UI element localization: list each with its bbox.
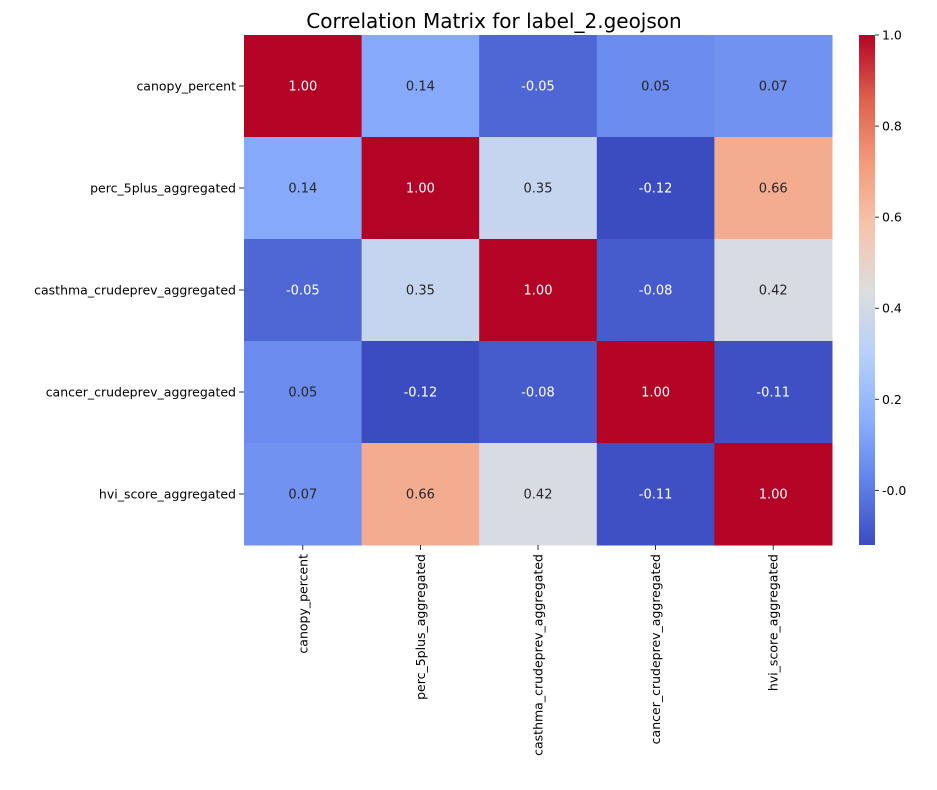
heatmap-cell <box>714 341 833 444</box>
cell-value-label: 0.05 <box>288 386 317 401</box>
cell-value-label: 0.14 <box>406 80 435 95</box>
heatmap-cell <box>479 137 598 240</box>
cell-value-label: 1.00 <box>641 386 670 401</box>
heatmap-cell <box>361 443 480 546</box>
x-axis-ticks: canopy_percent perc_5plus_aggregated casth… <box>295 545 781 756</box>
heatmap-cell <box>244 35 363 138</box>
colorbar-tick-label: 1.0 <box>882 28 902 43</box>
cell-value-label: 0.35 <box>524 182 553 197</box>
heatmap-cell <box>714 443 833 546</box>
heatmap-cell <box>361 341 480 444</box>
y-tick-label: cancer_crudeprev_aggregated <box>46 385 236 400</box>
y-tick-label: hvi_score_aggregated <box>99 487 236 502</box>
heatmap-cell <box>596 239 715 342</box>
heatmap-cell <box>714 35 833 138</box>
heatmap-cell <box>596 443 715 546</box>
heatmap-cell <box>596 137 715 240</box>
x-tick-label: cancer_crudeprev_aggregated <box>648 554 663 744</box>
cell-value-label: -0.11 <box>639 488 673 503</box>
heatmap-cell <box>361 137 480 240</box>
heatmap-cell <box>714 239 833 342</box>
heatmap-cell <box>596 341 715 444</box>
colorbar-tick-label: 0.4 <box>882 301 902 316</box>
heatmap-cell <box>479 341 598 444</box>
y-tick-label: perc_5plus_aggregated <box>90 181 236 196</box>
heatmap-cell <box>361 35 480 138</box>
heatmap-cell-labels: 1.00 0.14 -0.05 0.05 0.07 0.14 1.00 0.35 -0.12 0.… <box>286 80 790 503</box>
colorbar-ticks: -0.0 0.2 0.4 0.6 0.8 1.0 <box>875 28 906 498</box>
cell-value-label: -0.12 <box>639 182 673 197</box>
cell-value-label: -0.11 <box>756 386 790 401</box>
y-tick-label: canopy_percent <box>136 79 236 94</box>
colorbar-tick-label: 0.8 <box>882 119 902 134</box>
cell-value-label: -0.12 <box>404 386 438 401</box>
colorbar <box>859 35 875 545</box>
cell-value-label: -0.08 <box>639 284 673 299</box>
heatmap-cell <box>479 443 598 546</box>
colorbar-tick-label: 0.2 <box>882 392 902 407</box>
heatmap-cell <box>479 239 598 342</box>
x-tick-label: perc_5plus_aggregated <box>413 554 428 700</box>
cell-value-label: 0.66 <box>406 488 435 503</box>
cell-value-label: 0.35 <box>406 284 435 299</box>
colorbar-tick-label: 0.6 <box>882 210 902 225</box>
colorbar-tick-label: -0.0 <box>882 483 906 498</box>
cell-value-label: 1.00 <box>406 182 435 197</box>
cell-value-label: 1.00 <box>288 80 317 95</box>
x-tick-label: hvi_score_aggregated <box>766 554 781 691</box>
cell-value-label: 0.14 <box>288 182 317 197</box>
cell-value-label: 0.07 <box>759 80 788 95</box>
cell-value-label: -0.05 <box>521 80 555 95</box>
heatmap-cell <box>596 35 715 138</box>
chart-title: Correlation Matrix for label_2.geojson <box>306 9 681 33</box>
x-tick-label: canopy_percent <box>295 554 310 654</box>
heatmap-cell <box>244 137 363 240</box>
x-tick-label: casthma_crudeprev_aggregated <box>531 554 546 756</box>
cell-value-label: 0.42 <box>759 284 788 299</box>
cell-value-label: -0.08 <box>521 386 555 401</box>
cell-value-label: 1.00 <box>524 284 553 299</box>
heatmap-cell <box>244 239 363 342</box>
cell-value-label: 0.07 <box>288 488 317 503</box>
heatmap-cell <box>244 341 363 444</box>
heatmap-cell <box>714 137 833 240</box>
cell-value-label: 1.00 <box>759 488 788 503</box>
cell-value-label: 0.05 <box>641 80 670 95</box>
cell-value-label: 0.42 <box>524 488 553 503</box>
cell-value-label: 0.66 <box>759 182 788 197</box>
cell-value-label: -0.05 <box>286 284 320 299</box>
heatmap-cells <box>244 35 833 546</box>
y-tick-label: casthma_crudeprev_aggregated <box>34 283 236 298</box>
heatmap-cell <box>244 443 363 546</box>
y-axis-ticks: canopy_percent perc_5plus_aggregatedcasth… <box>34 79 244 502</box>
heatmap-cell <box>361 239 480 342</box>
heatmap-cell <box>479 35 598 138</box>
